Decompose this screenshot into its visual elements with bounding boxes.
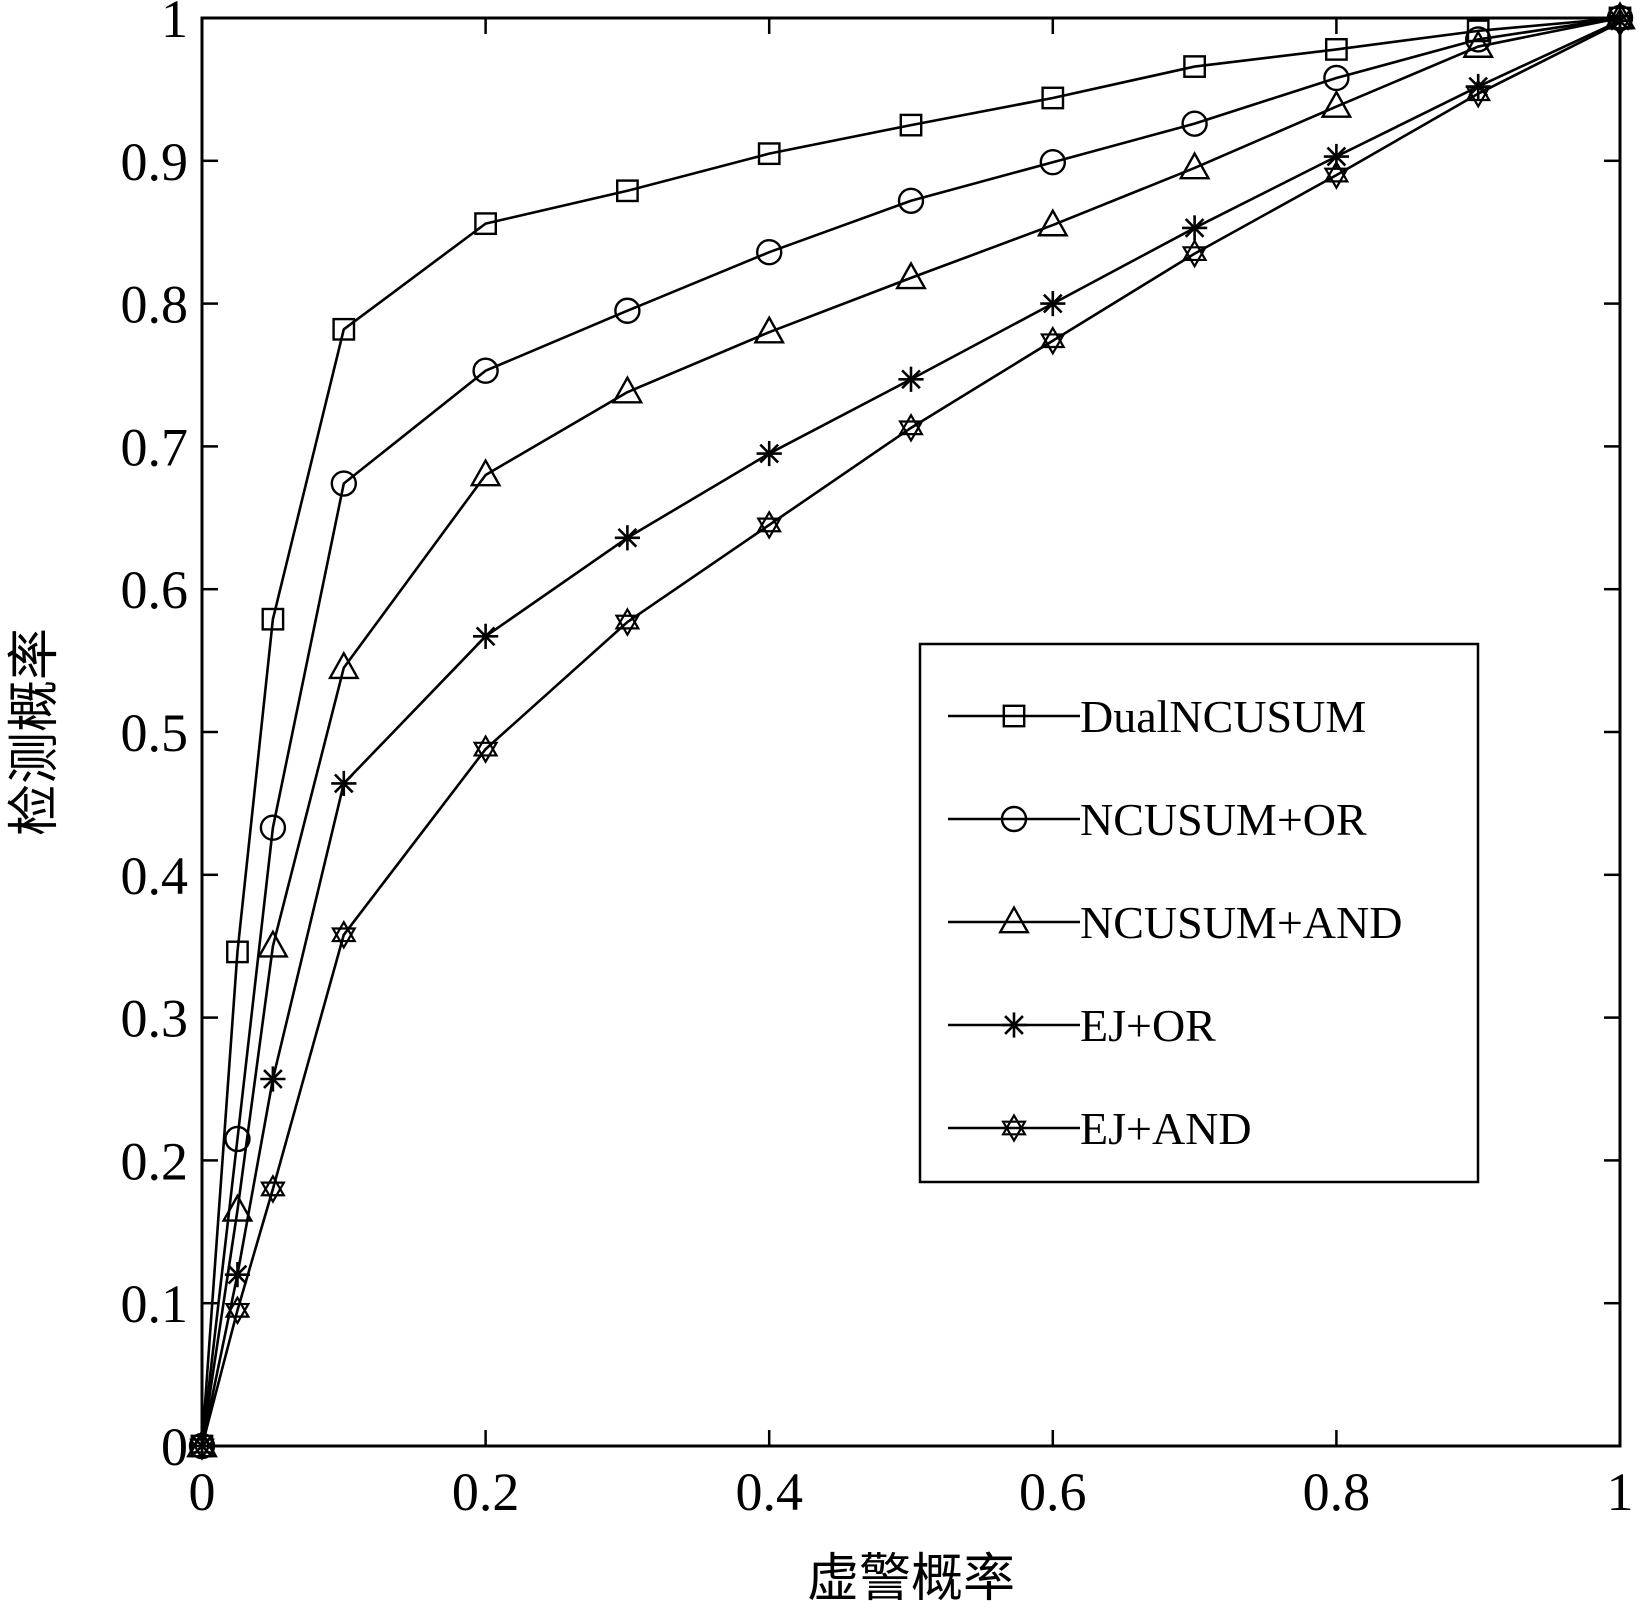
data-point-square xyxy=(1183,55,1207,78)
data-point-hexagram xyxy=(1001,1113,1027,1143)
data-point-square xyxy=(757,142,781,166)
series-layer xyxy=(186,1,1636,1461)
data-point-square xyxy=(1466,19,1490,43)
data-point-asterisk xyxy=(1001,1012,1027,1038)
data-point-hexagram xyxy=(260,1174,286,1204)
data-point-circle xyxy=(1000,805,1028,833)
data-point-circle xyxy=(224,1125,251,1153)
legend-label: EJ+AND xyxy=(1080,1103,1252,1154)
series-line xyxy=(200,16,1621,1447)
data-point-asterisk xyxy=(898,366,924,392)
data-point-asterisk xyxy=(224,1262,251,1288)
plot-area-frame xyxy=(200,16,1622,1448)
data-point-square xyxy=(261,607,285,631)
data-point-hexagram xyxy=(1039,325,1066,356)
data-point-triangle xyxy=(998,905,1030,934)
data-point-circle xyxy=(330,470,357,497)
data-point-circle xyxy=(1039,149,1067,176)
data-point-asterisk xyxy=(1182,215,1208,241)
x-tick-label: 0.4 xyxy=(735,1462,803,1522)
data-point-triangle xyxy=(753,315,786,344)
legend-item: NCUSUM+AND xyxy=(948,897,1402,948)
data-point-asterisk xyxy=(331,770,357,797)
y-tick-label: 1 xyxy=(161,0,188,49)
data-point-square xyxy=(332,317,356,341)
y-tick-label: 0.1 xyxy=(121,1274,189,1334)
legend-label: DualNCUSUM xyxy=(1080,691,1366,742)
y-tick-label: 0.4 xyxy=(121,846,189,906)
data-point-circle xyxy=(756,238,783,266)
data-point-hexagram xyxy=(898,413,924,443)
data-point-hexagram xyxy=(614,607,641,637)
data-point-triangle xyxy=(1178,151,1211,180)
data-point-asterisk xyxy=(473,623,499,649)
data-point-triangle xyxy=(469,458,502,487)
legend-label: EJ+OR xyxy=(1080,1000,1216,1051)
data-point-asterisk xyxy=(260,1066,286,1092)
data-point-circle xyxy=(1464,26,1492,53)
data-point-square xyxy=(1041,86,1065,110)
y-tick-label: 0.8 xyxy=(121,275,189,335)
data-point-circle xyxy=(897,187,925,214)
legend-label: NCUSUM+AND xyxy=(1080,897,1402,948)
data-point-square xyxy=(899,113,923,137)
legend-item: DualNCUSUM xyxy=(948,691,1366,742)
x-tick-label: 0 xyxy=(189,1462,216,1522)
y-axis-title: 检测概率 xyxy=(5,628,65,836)
legend-box xyxy=(918,642,1480,1184)
data-point-triangle xyxy=(221,1193,254,1222)
y-tick-label: 0.6 xyxy=(121,560,189,620)
data-point-asterisk xyxy=(756,440,782,467)
data-point-square xyxy=(226,940,249,964)
data-point-triangle xyxy=(327,650,360,680)
data-point-circle xyxy=(259,814,287,841)
data-point-square xyxy=(1324,38,1348,61)
series-line xyxy=(200,16,1621,1447)
data-point-triangle xyxy=(1320,89,1353,118)
x-axis-title: 虚警概率 xyxy=(807,1549,1015,1609)
legend-item: NCUSUM+OR xyxy=(948,794,1367,845)
data-point-hexagram xyxy=(1465,78,1492,109)
y-tick-label: 0.7 xyxy=(121,417,189,477)
series-hexagram xyxy=(189,7,1633,1461)
data-point-square xyxy=(474,212,497,236)
data-point-hexagram xyxy=(1181,238,1208,269)
data-point-square xyxy=(616,179,639,203)
data-point-triangle xyxy=(895,261,927,290)
x-tick-label: 0.6 xyxy=(1019,1462,1087,1522)
y-tick-label: 0 xyxy=(161,1417,188,1477)
x-tick-label: 1 xyxy=(1607,1462,1634,1522)
y-tick-label: 0.9 xyxy=(121,132,189,192)
data-point-hexagram xyxy=(756,510,783,540)
legend-item: EJ+OR xyxy=(948,1000,1216,1051)
legend: DualNCUSUM NCUSUM+OR NCUSUM+AND EJ+OR EJ+AND xyxy=(918,642,1480,1184)
data-point-triangle xyxy=(257,929,289,958)
data-point-triangle xyxy=(1036,208,1069,237)
y-tick-label: 0.5 xyxy=(121,703,189,763)
data-point-asterisk xyxy=(1040,291,1066,317)
data-point-triangle xyxy=(611,375,644,404)
y-tick-label: 0.3 xyxy=(121,989,189,1049)
data-point-asterisk xyxy=(614,525,640,551)
x-tick-label: 0.2 xyxy=(452,1462,520,1522)
data-point-triangle xyxy=(1462,29,1495,58)
series-line xyxy=(200,21,1621,1447)
data-point-hexagram xyxy=(330,919,357,950)
data-point-asterisk xyxy=(1323,143,1349,170)
x-tick-label: 0.8 xyxy=(1303,1462,1371,1522)
data-point-hexagram xyxy=(1323,160,1350,190)
ticks-layer: 0 0.2 0.4 0.6 0.8 1 0 0.1 0.2 0.3 0.4 0.5 0.6 0.7 0.8 0… xyxy=(121,0,1634,1522)
y-tick-label: 0.2 xyxy=(121,1131,189,1191)
data-point-square xyxy=(1002,704,1026,728)
data-point-hexagram xyxy=(224,1295,251,1326)
data-point-circle xyxy=(472,357,499,384)
data-point-circle xyxy=(614,297,641,324)
legend-label: NCUSUM+OR xyxy=(1080,794,1367,845)
data-point-circle xyxy=(1181,110,1208,137)
data-point-hexagram xyxy=(472,734,499,764)
legend-item: EJ+AND xyxy=(948,1103,1252,1154)
series-line xyxy=(200,16,1621,1447)
